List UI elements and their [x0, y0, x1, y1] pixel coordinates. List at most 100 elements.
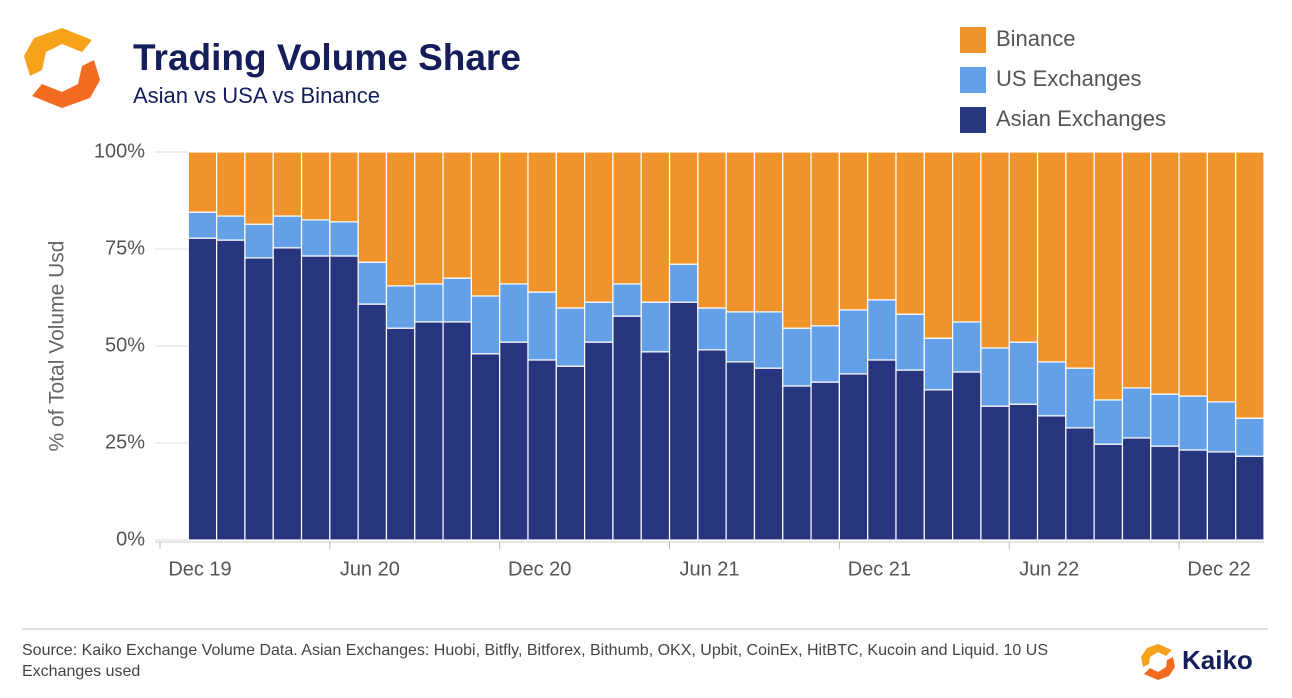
bar-segment — [1065, 151, 1095, 369]
bar-segment — [810, 325, 840, 383]
bar-segment — [1065, 367, 1095, 429]
bar-segment — [244, 151, 274, 225]
bar-segment — [1121, 151, 1152, 389]
legend-swatch — [960, 27, 986, 53]
bar-segment — [1206, 151, 1237, 403]
bar-segment — [952, 151, 982, 323]
bar-segment — [499, 341, 529, 541]
y-tick-label: 75% — [105, 237, 145, 259]
bar-segment — [300, 151, 331, 221]
bar-segment — [838, 309, 869, 375]
bar-segment — [244, 257, 274, 541]
chart-subtitle: Asian vs USA vs Binance — [133, 83, 380, 108]
bar-segment — [470, 295, 501, 355]
bar-segment — [216, 239, 246, 541]
bar-segment — [697, 349, 727, 541]
bar-segment — [584, 301, 614, 343]
bar-segment — [838, 151, 869, 311]
bar-segment — [527, 359, 557, 541]
bar-segment — [952, 371, 982, 541]
source-note: Source: Kaiko Exchange Volume Data. Asia… — [22, 642, 1048, 680]
bar-segment — [187, 151, 218, 213]
x-tick-label: Jun 21 — [680, 558, 740, 580]
bar-segment — [923, 389, 954, 541]
bar-segment — [612, 151, 642, 285]
logo — [24, 28, 100, 108]
bar-segment — [385, 151, 416, 287]
bar-segment — [952, 321, 982, 373]
bar-segment — [1121, 387, 1152, 439]
bar-segment — [1178, 151, 1208, 397]
bar-segment — [216, 215, 246, 241]
y-tick-label: 0% — [116, 528, 145, 550]
bar-segment — [499, 283, 529, 343]
bar-segment — [187, 237, 218, 541]
bar-segment — [357, 303, 388, 541]
bar-segment — [1150, 151, 1180, 395]
bar-segment — [555, 365, 586, 541]
bar-segment — [895, 313, 925, 371]
bar-segment — [470, 353, 501, 541]
bar-segment — [1178, 449, 1208, 541]
bar-segment — [442, 277, 472, 323]
bar-segment — [187, 211, 218, 239]
bar-segment — [668, 301, 699, 541]
bar-segment — [272, 151, 303, 217]
bar-segment — [697, 151, 727, 309]
bar-segment — [216, 151, 246, 217]
bar-segment — [1178, 395, 1208, 451]
bar-segment — [1093, 399, 1124, 445]
bar-segment — [640, 301, 671, 353]
bar-segment — [1036, 151, 1067, 363]
bar-segment — [782, 151, 812, 329]
bar-segment — [668, 263, 699, 303]
bar-segment — [725, 311, 756, 363]
bar-segment — [668, 151, 699, 265]
bar-segment — [1235, 417, 1265, 457]
bar-segment — [725, 151, 756, 313]
bar-segment — [414, 321, 444, 541]
chart-title: Trading Volume Share — [133, 37, 521, 78]
bar-segment — [782, 385, 812, 541]
x-tick-label: Jun 20 — [340, 558, 400, 580]
bar-segment — [1121, 437, 1152, 541]
bar-segment — [697, 307, 727, 351]
bar-segment — [272, 247, 303, 541]
bar-segment — [357, 151, 388, 263]
bar-segment — [1150, 445, 1180, 541]
bar-segment — [1206, 451, 1237, 541]
brand-name: Kaiko — [1182, 645, 1253, 675]
bar-segment — [385, 285, 416, 329]
legend-swatch — [960, 67, 986, 93]
bar-segment — [1150, 393, 1180, 447]
bar-segment — [867, 359, 897, 541]
bar-segment — [725, 361, 756, 541]
bar-segment — [867, 299, 897, 361]
bar-segment — [753, 367, 784, 541]
y-tick-label: 25% — [105, 431, 145, 453]
bar-segment — [980, 347, 1010, 407]
legend-label: Asian Exchanges — [996, 106, 1166, 131]
bar-segment — [640, 151, 671, 303]
bar-segment — [1235, 455, 1265, 541]
bar-segment — [272, 215, 303, 249]
bar-segment — [895, 151, 925, 315]
bar-segment — [923, 337, 954, 391]
y-tick-label: 100% — [94, 140, 145, 162]
bar-segment — [584, 341, 614, 541]
bar-segment — [612, 283, 642, 317]
bar-segment — [640, 351, 671, 541]
bar-segment — [980, 405, 1010, 541]
bar-segment — [923, 151, 954, 339]
y-axis-label: % of Total Volume Usd — [46, 241, 69, 452]
bar-segment — [1036, 415, 1067, 541]
bar-segment — [300, 219, 331, 257]
bar-segment — [1008, 403, 1039, 541]
bar-segment — [300, 255, 331, 541]
bar-segment — [1008, 341, 1039, 405]
x-tick-label: Dec 22 — [1187, 558, 1250, 580]
bar-segment — [357, 261, 388, 305]
bar-segment — [470, 151, 501, 297]
